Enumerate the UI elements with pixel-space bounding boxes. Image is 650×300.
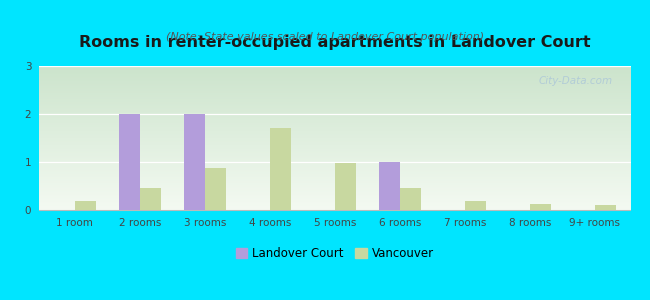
Bar: [184, 114, 205, 210]
Bar: [530, 204, 551, 210]
Bar: [205, 168, 226, 210]
Bar: [270, 128, 291, 210]
Bar: [140, 188, 161, 210]
Bar: [335, 164, 356, 210]
Text: (Note: State values scaled to Landover Court population): (Note: State values scaled to Landover C…: [166, 32, 484, 41]
Bar: [400, 188, 421, 210]
Text: City-Data.com: City-Data.com: [539, 76, 613, 86]
Bar: [465, 201, 486, 210]
Bar: [595, 205, 616, 210]
Legend: Landover Court, Vancouver: Landover Court, Vancouver: [231, 242, 439, 265]
Bar: [119, 114, 140, 210]
Title: Rooms in renter-occupied apartments in Landover Court: Rooms in renter-occupied apartments in L…: [79, 34, 591, 50]
Bar: [379, 162, 400, 210]
Bar: [75, 201, 96, 210]
